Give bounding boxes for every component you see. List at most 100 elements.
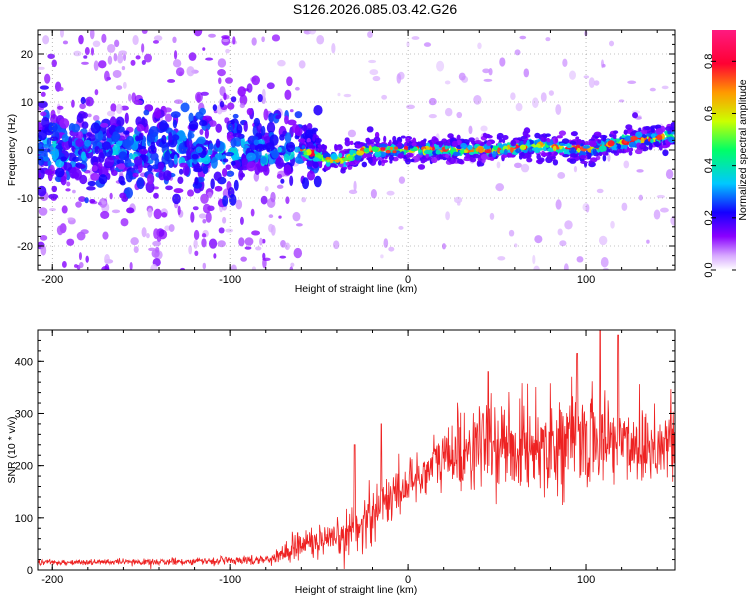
noise-blob <box>331 43 336 54</box>
band-blob <box>143 109 150 116</box>
noise-blob <box>112 70 122 78</box>
band-blob <box>289 175 294 187</box>
noise-blob <box>289 266 294 270</box>
ridge-blob <box>361 161 368 168</box>
noise-blob <box>370 188 377 199</box>
band-blob <box>257 93 263 103</box>
noise-blob <box>255 246 262 251</box>
noise-blob <box>383 238 389 249</box>
band-blob <box>222 158 229 163</box>
noise-blob <box>168 224 175 232</box>
ridge-blob <box>373 136 381 143</box>
ridge-blob <box>397 153 404 159</box>
colorbar-tick-label: 0.8 <box>703 54 715 69</box>
noise-blob <box>261 238 266 244</box>
noise-blob <box>293 247 303 259</box>
noise-blob <box>208 33 216 38</box>
spectrogram-blobs <box>38 30 675 270</box>
noise-blob <box>132 34 139 46</box>
ridge-blob <box>435 141 443 145</box>
noise-blob <box>107 43 116 53</box>
band-blob <box>51 148 60 160</box>
ridge-blob <box>592 134 596 138</box>
ridge-blob <box>577 138 582 143</box>
noise-blob <box>221 35 230 39</box>
noise-blob <box>235 199 243 210</box>
y-tick-label: 400 <box>15 356 33 368</box>
band-blob <box>38 121 43 133</box>
noise-blob <box>50 114 58 125</box>
noise-blob <box>665 169 674 180</box>
band-blob <box>100 122 109 128</box>
ridge-blob <box>318 161 323 169</box>
noise-blob <box>141 60 146 65</box>
noise-blob <box>266 82 275 90</box>
band-blob <box>148 125 159 138</box>
ridge-blob <box>389 146 394 151</box>
band-blob <box>280 178 285 184</box>
noise-blob <box>557 228 563 236</box>
noise-blob <box>187 189 195 197</box>
band-blob <box>279 134 285 141</box>
noise-blob <box>381 94 388 100</box>
noise-blob <box>259 237 263 246</box>
ridge-blob <box>303 151 308 156</box>
band-blob <box>186 137 193 149</box>
noise-blob <box>279 255 287 259</box>
noise-blob <box>510 92 516 101</box>
band-blob <box>42 148 51 153</box>
noise-blob <box>61 205 68 214</box>
noise-blob <box>454 196 463 204</box>
ridge-blob <box>347 155 353 161</box>
noise-blob <box>608 40 615 47</box>
noise-blob <box>653 209 661 220</box>
ridge-blob <box>334 158 341 163</box>
noise-blob <box>514 49 521 56</box>
ridge-blob <box>628 150 633 156</box>
ridge-blob <box>542 145 547 152</box>
y-tick-label: 10 <box>21 97 33 109</box>
ridge-blob <box>419 140 426 147</box>
noise-blob <box>42 35 50 45</box>
ridge-blob <box>302 157 307 162</box>
ridge-blob <box>556 135 563 139</box>
band-blob <box>89 199 96 204</box>
noise-blob <box>130 59 136 66</box>
band-blob <box>182 135 187 142</box>
band-blob <box>208 143 214 151</box>
snr-frame <box>37 329 676 571</box>
ridge-blob <box>312 135 316 142</box>
noise-blob <box>151 249 160 258</box>
noise-blob <box>87 113 92 118</box>
ridge-blob <box>421 158 428 163</box>
band-blob <box>263 108 269 121</box>
colorbar: 0.0 0.2 0.4 0.6 0.8 Normalized spectral ampl… <box>703 30 749 278</box>
band-blob <box>230 138 237 148</box>
ridge-blob <box>575 136 580 140</box>
noise-blob <box>190 211 195 223</box>
band-blob <box>198 120 208 127</box>
ridge-blob <box>380 146 386 151</box>
noise-blob <box>141 43 145 53</box>
colorbar-label: Normalized spectral amplitude <box>737 79 749 220</box>
ridge-blob <box>533 147 541 154</box>
noise-blob <box>78 252 82 261</box>
noise-blob <box>649 87 656 92</box>
ridge-blob <box>545 133 551 137</box>
noise-blob <box>144 53 152 63</box>
noise-blob <box>38 207 48 216</box>
ridge-blob <box>496 132 504 140</box>
band-blob <box>133 99 143 106</box>
band-blob <box>168 132 173 144</box>
noise-blob <box>251 266 256 270</box>
band-blob <box>104 156 115 167</box>
band-blob <box>187 130 192 142</box>
band-blob <box>294 111 303 119</box>
band-blob <box>172 134 180 141</box>
band-blob <box>214 153 223 161</box>
band-blob <box>138 132 143 140</box>
band-blob <box>196 136 206 145</box>
colorbar-ticks: 0.0 0.2 0.4 0.6 0.8 <box>703 54 736 278</box>
noise-blob <box>316 34 325 45</box>
noise-blob <box>367 31 373 39</box>
